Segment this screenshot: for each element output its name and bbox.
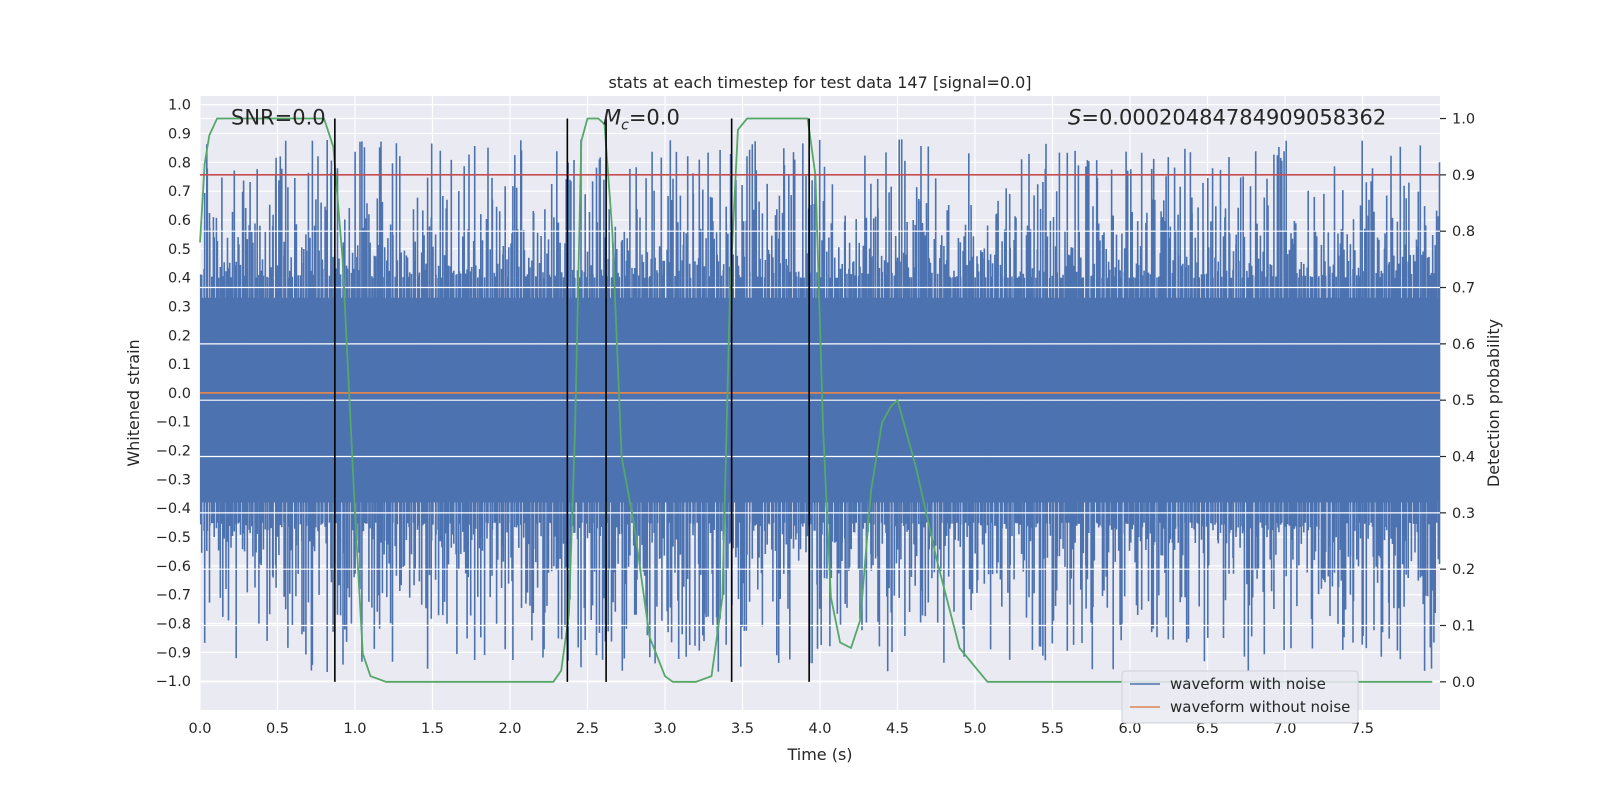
- y-tick-label: 0.6: [168, 213, 191, 229]
- y-tick-label: −0.4: [156, 501, 191, 517]
- y-tick-label: 0.1: [168, 357, 191, 373]
- vertical-markers: [334, 118, 810, 682]
- y2-tick-label: 0.0: [1452, 675, 1475, 691]
- legend: waveform with noise waveform without noi…: [1121, 670, 1359, 724]
- chart-title: stats at each timestep for test data 147…: [608, 73, 1031, 92]
- mc-annotation-base: M: [603, 106, 621, 130]
- x-tick-label: 0.5: [266, 721, 289, 737]
- y-tick-label: −0.9: [156, 645, 191, 661]
- y-tick-label: 0.8: [168, 155, 191, 171]
- x-tick-label: 1.0: [343, 721, 366, 737]
- legend-box: [1121, 670, 1359, 724]
- y2-tick-label: 0.9: [1452, 168, 1475, 184]
- y-tick-label: 0.3: [168, 299, 191, 315]
- x-tick-label: 5.0: [963, 721, 986, 737]
- x-tick-label: 3.0: [653, 721, 676, 737]
- y-tick-label: 1.0: [168, 98, 191, 114]
- series-line-detection-probability: [199, 117, 1433, 683]
- legend-label-waveform-with-noise: waveform with noise: [1170, 675, 1326, 693]
- y-tick-label: −0.5: [156, 530, 191, 546]
- s-annotation-italic: S: [1068, 106, 1081, 130]
- snr-annotation: SNR=0.0: [231, 106, 326, 130]
- y-tick-label: −0.3: [156, 472, 191, 488]
- y2-tick-label: 0.2: [1452, 562, 1475, 578]
- x-tick-label: 1.5: [421, 721, 444, 737]
- y-tick-label: −1.0: [156, 674, 191, 690]
- x-tick-label: 4.5: [886, 721, 909, 737]
- y2-axis-label: Detection probability: [1484, 319, 1503, 487]
- x-tick-label: 2.5: [576, 721, 599, 737]
- x-axis-label: Time (s): [786, 745, 852, 764]
- x-tick-label: 6.0: [1118, 721, 1141, 737]
- x-tick-label: 6.5: [1196, 721, 1219, 737]
- y-tick-label: 0.9: [168, 126, 191, 142]
- y2-tick-label: 0.3: [1452, 506, 1475, 522]
- x-tick-label: 4.0: [808, 721, 831, 737]
- y-tick-label: −0.8: [156, 617, 191, 633]
- y-tick-label: −0.7: [156, 588, 191, 604]
- y2-tick-label: 0.4: [1452, 450, 1475, 466]
- s-annotation: S=0.00020484784909058362: [1068, 106, 1386, 130]
- x-tick-label: 3.5: [731, 721, 754, 737]
- y-tick-label: 0.4: [168, 271, 191, 287]
- x-tick-label: 7.5: [1351, 721, 1374, 737]
- y-tick-label: 0.2: [168, 328, 191, 344]
- y-tick-label: −0.1: [156, 415, 191, 431]
- y-tick-label: −0.6: [156, 559, 191, 575]
- x-tick-label: 2.0: [498, 721, 521, 737]
- x-tick-label: 0.0: [188, 721, 211, 737]
- y-tick-label: 0.5: [168, 242, 191, 258]
- legend-label-waveform-without-noise: waveform without noise: [1170, 698, 1350, 716]
- y-axis-label: Whitened strain: [124, 339, 143, 466]
- y2-tick-label: 0.7: [1452, 281, 1475, 297]
- noise-band-peaks: [199, 139, 1441, 672]
- y2-tick-label: 1.0: [1452, 112, 1475, 128]
- s-annotation-rest: =0.00020484784909058362: [1081, 106, 1386, 130]
- x-tick-label: 5.5: [1041, 721, 1064, 737]
- y2-tick-label: 0.5: [1452, 393, 1475, 409]
- mc-annotation-rest: =0.0: [629, 106, 680, 130]
- y2-tick-label: 0.1: [1452, 619, 1475, 635]
- mc-annotation: Mc=0.0: [603, 106, 680, 134]
- y2-tick-label: 0.6: [1452, 337, 1475, 353]
- ticks: 0.0 0.5 1.0 1.5 2.0 2.5 3.0 3.5 4.0 4.5 5.0 5.5 6.0 6…: [156, 98, 1475, 737]
- y2-tick-label: 0.8: [1452, 224, 1475, 240]
- mc-annotation-sub: c: [621, 118, 629, 134]
- y-tick-label: 0.0: [168, 386, 191, 402]
- y-tick-label: −0.2: [156, 444, 191, 460]
- x-tick-label: 7.0: [1273, 721, 1296, 737]
- y-tick-label: 0.7: [168, 184, 191, 200]
